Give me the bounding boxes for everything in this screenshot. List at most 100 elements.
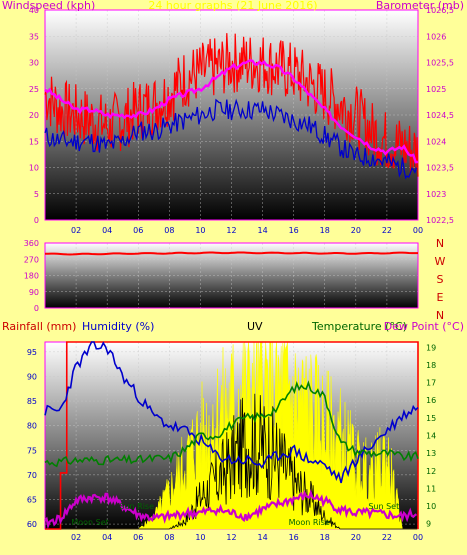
- y2-tick-label: 11: [426, 484, 436, 493]
- y-tick-label: 30: [29, 59, 39, 68]
- compass-label: W: [435, 255, 446, 268]
- temperature-y-ticks: 9 10 11 12 13 14 15 16 17 18 19: [426, 343, 436, 528]
- uv-line: [45, 393, 418, 530]
- x-tick-label: 06: [133, 533, 143, 542]
- y-tick-label: 20: [29, 111, 39, 120]
- y2-tick-label: 15: [426, 414, 436, 423]
- x-tick-label: 02: [71, 533, 81, 542]
- astro-annotations: Moon Set Sun Rise Moon Rise Sun Set: [71, 502, 399, 527]
- x-tick-label: 18: [320, 226, 330, 235]
- x-tick-label: 14: [257, 226, 267, 235]
- wind-gust-line: [44, 33, 419, 177]
- y-tick-label: 75: [27, 446, 37, 455]
- y2-tick-label: 13: [426, 449, 436, 458]
- y2-tick-label: 18: [426, 361, 436, 370]
- y2-tick-label: 1024,5: [426, 111, 454, 120]
- x-tick-label: 00: [413, 226, 423, 235]
- baro-y-ticks: 1022,5 1023 1023,5 1024 1024,5 1025 1025,5 1026…: [426, 6, 454, 225]
- y-tick-label: 25: [29, 85, 39, 94]
- y-tick-label: 270: [24, 255, 39, 264]
- y-tick-label: 40: [29, 6, 39, 15]
- y2-tick-label: 1025,5: [426, 59, 454, 68]
- climate-series: [44, 341, 419, 530]
- y2-tick-label: 19: [426, 343, 436, 352]
- y-tick-label: 0: [34, 304, 39, 313]
- compass-label: N: [436, 237, 444, 250]
- x-tick-label: 16: [289, 226, 299, 235]
- y2-tick-label: 9: [426, 520, 431, 529]
- x-tick-label: 06: [133, 226, 143, 235]
- y-tick-label: 80: [27, 422, 37, 431]
- rain-title: Rainfall (mm): [2, 320, 76, 333]
- baro-title: Barometer (mb): [376, 0, 464, 12]
- x-tick-label: 18: [320, 533, 330, 542]
- y-tick-label: 180: [24, 272, 39, 281]
- uv-title: UV: [247, 320, 263, 333]
- direction-line: [44, 251, 418, 256]
- x-tick-label: 14: [257, 533, 267, 542]
- x-tick-label: 22: [382, 533, 392, 542]
- compass-label: E: [437, 291, 444, 304]
- x-tick-label: 04: [102, 226, 112, 235]
- compass-label: N: [436, 309, 444, 322]
- y-tick-label: 65: [27, 495, 37, 504]
- rainfall-line: [45, 341, 419, 530]
- y-tick-label: 0: [34, 216, 39, 225]
- y2-tick-label: 1026: [426, 32, 446, 41]
- y-tick-label: 85: [27, 397, 37, 406]
- y2-tick-label: 1023,5: [426, 164, 454, 173]
- y2-tick-label: 17: [426, 379, 436, 388]
- humidity-y-ticks: 60 65 70 75 80 85 90 95: [27, 348, 37, 529]
- y2-tick-label: 1025: [426, 85, 446, 94]
- y-tick-label: 15: [29, 137, 39, 146]
- y-tick-label: 90: [27, 372, 37, 381]
- x-tick-label: 08: [164, 226, 174, 235]
- y-tick-label: 60: [27, 520, 37, 529]
- x-tick-label: 22: [382, 226, 392, 235]
- wind-average-line: [44, 98, 418, 180]
- x-tick-label: 12: [226, 226, 236, 235]
- annotation-label: Moon Rise: [289, 518, 330, 527]
- x-tick-label: 04: [102, 533, 112, 542]
- humidity-line: [44, 341, 419, 484]
- y-tick-label: 10: [29, 164, 39, 173]
- wind-y-ticks: 0 5 10 15 20 25 30 35 40: [29, 6, 39, 225]
- wind-x-ticks: 02 04 06 08 10 12 14 16 18 20 22 00: [71, 226, 423, 235]
- y2-tick-label: 1024: [426, 137, 446, 146]
- y2-tick-label: 1026,5: [426, 6, 454, 15]
- temperature-line: [44, 380, 419, 468]
- climate-x-ticks: 02 04 06 08 10 12 14 16 18 20 22 00: [71, 533, 423, 542]
- x-tick-label: 12: [226, 533, 236, 542]
- x-tick-label: 20: [351, 533, 361, 542]
- y-tick-label: 35: [29, 32, 39, 41]
- y2-tick-label: 12: [426, 467, 436, 476]
- x-tick-label: 10: [195, 533, 205, 542]
- humidity-title: Humidity (%): [82, 320, 154, 333]
- y-tick-label: 5: [34, 190, 39, 199]
- y-tick-label: 70: [27, 471, 37, 480]
- y-tick-label: 360: [24, 239, 39, 248]
- barometer-line: [44, 59, 419, 164]
- y2-tick-label: 1022,5: [426, 216, 454, 225]
- dewpoint-line: [44, 489, 418, 530]
- annotation-label: Sun Set: [368, 502, 399, 511]
- direction-frame: [44, 242, 419, 309]
- compass-label: S: [437, 273, 444, 286]
- y2-tick-label: 16: [426, 396, 436, 405]
- annotation-label: Moon Set: [71, 518, 108, 527]
- direction-series: [44, 251, 418, 256]
- y2-tick-label: 14: [426, 432, 436, 441]
- wind-series: [44, 33, 419, 180]
- wind-title: Windspeed (kph): [2, 0, 95, 12]
- chart-title: 24 hour graphs (21 June 2016): [148, 0, 317, 12]
- direction-y-ticks: 0 90 180 270 360: [24, 239, 39, 313]
- x-tick-label: 10: [195, 226, 205, 235]
- y2-tick-label: 1023: [426, 190, 446, 199]
- direction-grid: [44, 242, 419, 309]
- x-tick-label: 08: [164, 533, 174, 542]
- temperature-title: Temperature (°C): [311, 320, 407, 333]
- dewpoint-title: Dew Point (°C): [384, 320, 464, 333]
- x-tick-label: 20: [351, 226, 361, 235]
